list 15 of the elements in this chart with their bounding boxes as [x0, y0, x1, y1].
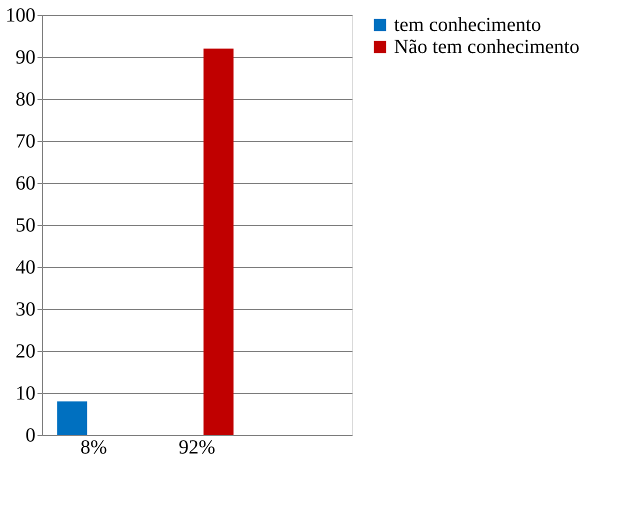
y-tick-label: 80: [16, 88, 36, 110]
x-tick-label: 92%: [178, 436, 216, 458]
y-tick-label: 50: [16, 214, 36, 236]
x-tick-label: 8%: [80, 436, 108, 458]
y-tick-label: 0: [26, 424, 36, 446]
y-tick-label: 30: [16, 298, 36, 320]
y-tick-label: 20: [16, 340, 36, 362]
legend-label: tem conhecimento: [394, 14, 542, 36]
legend-label: Não tem conhecimento: [394, 36, 580, 58]
y-tick-label: 60: [16, 172, 36, 194]
y-tick-label: 70: [16, 130, 36, 152]
y-tick-label: 40: [16, 256, 36, 278]
y-tick-label: 90: [16, 46, 36, 68]
y-tick-label: 10: [16, 382, 36, 404]
y-tick-label: 100: [6, 4, 36, 26]
